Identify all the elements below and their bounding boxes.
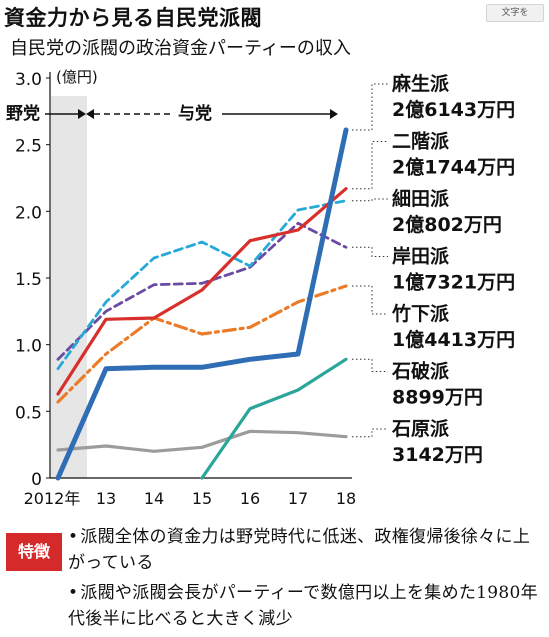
y-tick-label: 0 [31,470,42,490]
x-tick-label: 17 [288,489,308,508]
legend-leader [352,428,388,438]
legend-leader [352,285,388,315]
legend-leader [352,358,388,372]
bullet-icon: • [68,527,79,547]
series-line-2 [56,199,348,371]
chart-title: 資金力から見る自民党派閥 [4,6,262,30]
legend-leader [352,83,388,131]
feature-note: • 派閥全体の資金力は野党時代に低迷、政権復帰後徐々に上がっている [68,524,544,576]
period-label-opposition: 野党 [6,103,40,124]
text-size-button[interactable]: 文字を [486,4,544,22]
legend-amount: 3142万円 [392,444,483,466]
y-tick-label: 2.0 [15,203,42,223]
y-tick-label: 3.0 [15,70,42,90]
x-tick-label: 18 [336,489,356,508]
feature-note-text: 派閥や派閥会長がパーティーで数億円以上を集めた1980年代後半に比べると大きく減… [68,583,538,629]
y-tick-label: 1.5 [15,270,42,290]
x-tick-label: 15 [192,489,212,508]
legend-leader [352,246,388,257]
bullet-icon: • [68,583,79,603]
series-line-3 [56,221,348,361]
y-tick-label: 2.5 [15,137,42,157]
legend-name: 石破派 [391,361,450,383]
legend-amount: 2億802万円 [392,213,502,236]
y-tick-label: 1.0 [15,337,42,357]
legend-name: 細田派 [392,187,450,210]
legend-amount: 2億1744万円 [392,156,515,179]
y-tick-label: 0.5 [15,403,42,423]
chart-subtitle: 自民党の派閥の政治資金パーティーの収入 [10,38,351,59]
opposition-period-band [51,96,87,478]
y-unit-label: (億円) [56,68,98,86]
series-line-5 [200,357,348,480]
series-line-6 [56,429,348,453]
legend-name: 二階派 [392,131,450,153]
x-tick-label: 16 [240,489,260,508]
legend-leader [352,198,388,202]
arrow-head-icon [330,109,338,119]
legend-name: 岸田派 [392,246,450,268]
arrow-head-icon [78,109,86,119]
feature-note: • 派閥や派閥会長がパーティーで数億円以上を集めた1980年代後半に比べると大きく… [68,580,544,632]
x-tick-label: 14 [144,489,164,508]
legend-name: 竹下派 [391,302,450,325]
line-chart: 0 0.5 1.0 1.5 2.0 2.5 3.0 (億円) 2012年 13 14 15 16 17 18… [6,68,515,508]
period-label-ruling: 与党 [178,103,212,124]
x-tick-label: 13 [96,489,116,508]
legend-amount: 1億4413万円 [392,328,515,351]
legend-leader [352,141,388,190]
legend-amount: 2億6143万円 [392,98,515,121]
x-tick-label: 2012年 [24,489,81,508]
arrow-head-icon [86,109,94,119]
series-line-0 [55,127,349,481]
series-line-4 [56,284,348,404]
legend-name: 石原派 [391,418,450,440]
feature-note-text: 派閥全体の資金力は野党時代に低迷、政権復帰後徐々に上がっている [68,527,531,573]
legend-amount: 8899万円 [392,387,483,409]
series-line-1 [56,187,348,396]
legend-amount: 1億7321万円 [392,271,515,294]
feature-badge: 特徴 [6,533,62,571]
legend-name: 麻生派 [391,72,450,95]
